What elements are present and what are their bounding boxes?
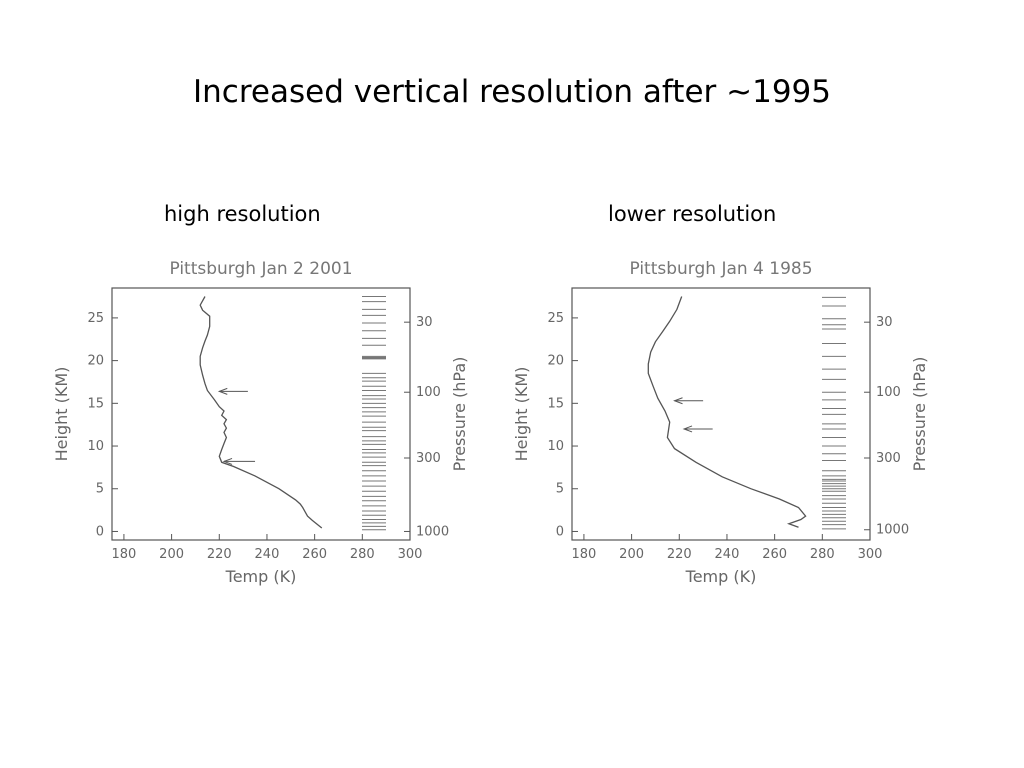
- annotation-arrow-head: [682, 425, 693, 433]
- x-tick-label: 220: [667, 547, 692, 562]
- y-tick-label: 15: [547, 396, 564, 411]
- x-tick-label: 300: [858, 547, 883, 562]
- pressure-tick-label: 100: [876, 385, 901, 400]
- slide-title: Increased vertical resolution after ~199…: [193, 74, 831, 110]
- annotation-arrow-head: [673, 397, 683, 405]
- x-tick-label: 260: [302, 547, 327, 562]
- pressure-tick-label: 1000: [416, 524, 449, 539]
- y-tick-label: 10: [87, 439, 104, 454]
- pressure-tick-label: 30: [416, 315, 433, 330]
- x-tick-label: 260: [762, 547, 787, 562]
- y-tick-label: 10: [547, 439, 564, 454]
- chart-title: Pittsburgh Jan 4 1985: [629, 259, 812, 279]
- y-tick-label: 0: [556, 524, 564, 539]
- pressure-axis-label: Pressure (hPa): [910, 357, 929, 472]
- y-tick-label: 25: [547, 311, 564, 326]
- right-panel-heading: lower resolution: [608, 202, 777, 226]
- y-tick-label: 20: [547, 354, 564, 369]
- x-tick-label: 200: [619, 547, 644, 562]
- x-tick-label: 200: [159, 547, 184, 562]
- x-tick-label: 240: [715, 547, 740, 562]
- chart-title: Pittsburgh Jan 2 2001: [169, 259, 352, 279]
- x-axis-label: Temp (K): [225, 567, 297, 586]
- y-tick-label: 25: [87, 311, 104, 326]
- x-tick-label: 240: [255, 547, 280, 562]
- pressure-axis-label: Pressure (hPa): [450, 357, 469, 472]
- y-tick-label: 0: [96, 524, 104, 539]
- temperature-profile-line: [199, 296, 323, 529]
- pressure-tick-label: 30: [876, 315, 893, 330]
- x-tick-label: 280: [810, 547, 835, 562]
- plot-frame: [111, 287, 411, 541]
- pressure-tick-label: 100: [416, 385, 441, 400]
- x-tick-label: 180: [572, 547, 597, 562]
- pressure-tick-label: 300: [876, 451, 901, 466]
- plot-frame: [571, 287, 871, 541]
- annotation-arrow-head: [217, 387, 228, 395]
- x-tick-label: 280: [350, 547, 375, 562]
- x-tick-label: 180: [112, 547, 137, 562]
- pressure-tick-label: 1000: [876, 523, 909, 538]
- y-axis-label: Height (KM): [52, 367, 71, 462]
- temperature-profile-line: [647, 296, 807, 528]
- pressure-tick-label: 300: [416, 451, 441, 466]
- y-tick-label: 5: [96, 482, 104, 497]
- x-tick-label: 220: [207, 547, 232, 562]
- x-tick-label: 300: [398, 547, 423, 562]
- x-axis-label: Temp (K): [685, 567, 757, 586]
- y-tick-label: 20: [87, 354, 104, 369]
- y-tick-label: 15: [87, 396, 104, 411]
- left-panel-heading: high resolution: [164, 202, 321, 226]
- y-axis-label: Height (KM): [512, 367, 531, 462]
- y-tick-label: 5: [556, 482, 564, 497]
- annotation-arrow-head: [222, 457, 233, 465]
